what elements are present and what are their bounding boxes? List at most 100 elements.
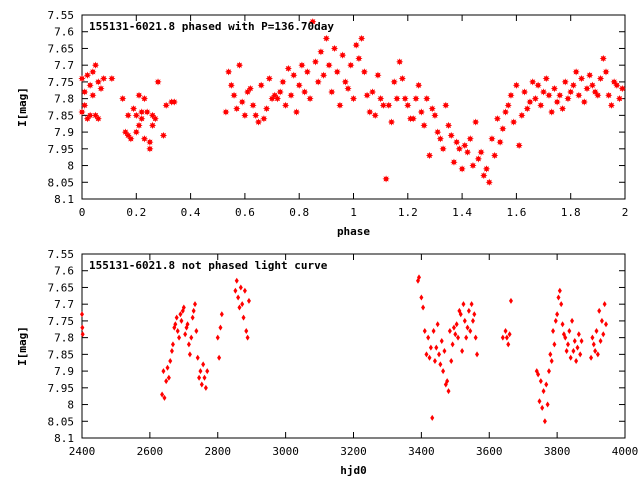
data-point bbox=[447, 131, 455, 140]
data-point bbox=[230, 91, 238, 99]
data-point bbox=[282, 101, 290, 109]
x-tick-label: 3800 bbox=[544, 445, 571, 458]
data-point bbox=[548, 108, 556, 116]
data-point bbox=[298, 61, 306, 69]
data-point bbox=[242, 287, 247, 294]
data-point bbox=[552, 341, 557, 348]
data-point bbox=[474, 155, 482, 163]
data-point bbox=[504, 334, 509, 341]
x-tick-label: 3000 bbox=[272, 445, 299, 458]
data-point bbox=[466, 135, 474, 143]
data-point bbox=[241, 111, 249, 119]
data-point bbox=[374, 71, 382, 79]
y-tick-label: 7.9 bbox=[54, 126, 74, 139]
x-tick-label: 0.8 bbox=[289, 206, 309, 219]
data-point bbox=[162, 394, 167, 401]
y-tick-label: 8.1 bbox=[54, 432, 74, 445]
data-point bbox=[580, 98, 588, 106]
data-point bbox=[586, 71, 594, 79]
data-point bbox=[546, 368, 551, 375]
data-point bbox=[464, 334, 469, 341]
data-point bbox=[382, 175, 390, 183]
x-tick-label: 2800 bbox=[205, 445, 232, 458]
data-point bbox=[570, 317, 575, 324]
data-point bbox=[523, 105, 531, 113]
data-point bbox=[601, 331, 606, 338]
data-point bbox=[140, 95, 149, 103]
data-point bbox=[607, 101, 616, 109]
data-point bbox=[557, 287, 562, 294]
data-point bbox=[237, 304, 242, 311]
y-axis-label: I[mag] bbox=[16, 87, 29, 127]
x-tick-label: 1.4 bbox=[452, 206, 472, 219]
data-point bbox=[124, 111, 132, 119]
data-point bbox=[578, 351, 583, 358]
data-point bbox=[576, 331, 581, 338]
data-point bbox=[233, 287, 238, 294]
data-point bbox=[577, 74, 586, 83]
data-point bbox=[135, 121, 143, 129]
data-point bbox=[393, 95, 401, 103]
data-point bbox=[442, 101, 450, 109]
plot-frame bbox=[81, 14, 626, 200]
data-point bbox=[218, 324, 223, 331]
data-point bbox=[246, 85, 254, 93]
data-point bbox=[594, 91, 602, 99]
data-point bbox=[146, 145, 154, 153]
data-point bbox=[233, 105, 241, 113]
y-tick-label: 7.75 bbox=[48, 315, 75, 328]
data-point bbox=[295, 81, 303, 89]
data-point bbox=[306, 95, 314, 103]
y-tick-label: 7.75 bbox=[48, 76, 75, 89]
data-point bbox=[550, 85, 559, 93]
data-point bbox=[225, 68, 233, 76]
y-tick-label: 8.05 bbox=[48, 415, 75, 428]
data-point bbox=[202, 374, 207, 381]
data-point bbox=[598, 337, 603, 344]
data-point bbox=[189, 334, 194, 341]
plot-title: 155131-6021.8 phased with P=136.70day bbox=[89, 20, 334, 33]
data-point bbox=[503, 327, 508, 334]
data-point bbox=[183, 331, 188, 338]
data-point bbox=[127, 135, 135, 143]
data-point bbox=[404, 101, 412, 109]
data-point bbox=[475, 351, 480, 358]
data-point bbox=[177, 334, 182, 341]
data-point bbox=[287, 91, 295, 99]
data-point bbox=[575, 91, 583, 99]
data-point bbox=[236, 294, 241, 301]
data-point bbox=[558, 105, 567, 113]
data-point bbox=[80, 324, 85, 331]
data-point bbox=[119, 95, 127, 103]
data-point bbox=[175, 327, 180, 334]
y-tick-label: 7.6 bbox=[54, 26, 74, 39]
y-tick-label: 7.65 bbox=[48, 281, 75, 294]
data-point bbox=[597, 307, 602, 314]
x-tick-label: 0.6 bbox=[235, 206, 255, 219]
data-point bbox=[449, 358, 454, 365]
data-point bbox=[97, 85, 105, 93]
data-point bbox=[241, 314, 246, 321]
data-point bbox=[89, 68, 97, 76]
data-point bbox=[444, 121, 453, 129]
data-point bbox=[434, 344, 439, 351]
data-point bbox=[593, 348, 598, 355]
data-point bbox=[160, 391, 165, 398]
data-point bbox=[173, 321, 178, 328]
data-point bbox=[539, 88, 548, 96]
data-point bbox=[599, 54, 607, 63]
data-point bbox=[328, 88, 336, 96]
data-point bbox=[311, 58, 320, 66]
data-point bbox=[94, 78, 102, 86]
data-point bbox=[265, 74, 273, 83]
data-point bbox=[542, 418, 547, 425]
data-point bbox=[603, 321, 608, 328]
data-point bbox=[273, 95, 282, 103]
plot-frame bbox=[81, 253, 626, 439]
data-point bbox=[540, 404, 545, 411]
data-point bbox=[421, 304, 426, 311]
data-point bbox=[450, 158, 458, 166]
y-tick-label: 7.9 bbox=[54, 365, 74, 378]
data-point bbox=[482, 165, 491, 173]
data-point bbox=[187, 351, 192, 358]
